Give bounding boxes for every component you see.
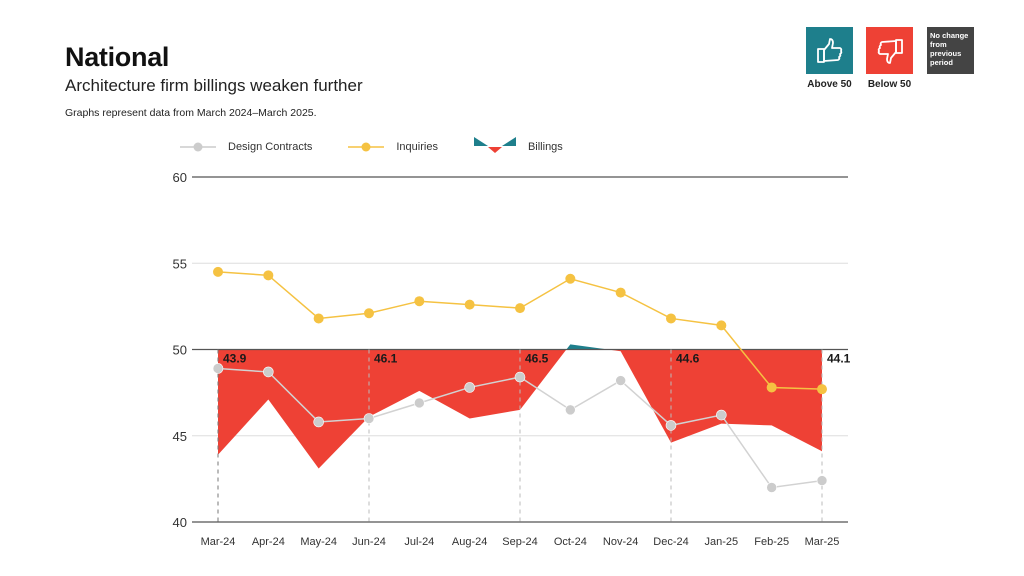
billings-value-label: 46.1 [374,352,398,366]
design-contracts-point [615,375,626,386]
inquiries-point [515,303,525,314]
key-below-50: Below 50 [866,27,913,90]
page-subtitle: Architecture firm billings weaken furthe… [65,76,363,95]
inquiries-point [263,270,274,281]
x-tick-label: Apr-24 [252,536,285,548]
x-tick-label: Aug-24 [452,536,487,548]
legend-design-contracts-label: Design Contracts [228,141,313,153]
legend-inquiries-label: Inquiries [396,141,438,153]
x-tick-label: Jan-25 [705,536,739,548]
no-change-box: No change from previous period [927,27,974,74]
inquiries-point [364,308,374,319]
page-title: National [65,42,170,72]
y-tick-label: 40 [173,515,187,530]
design-contracts-point [766,482,777,493]
y-tick-label: 55 [173,256,187,271]
x-tick-label: May-24 [300,536,337,548]
billings-value-label: 44.1 [827,352,851,366]
y-tick-label: 50 [173,343,187,358]
inquiries-point [716,320,727,331]
design-contracts-point [565,404,576,416]
legend-inquiries: Inquiries [348,141,438,153]
design-contracts-point [514,371,526,383]
inquiries-point [313,313,324,324]
chart-legend: Design Contracts Inquiries Billings [180,135,599,159]
inquiries-point [766,382,777,393]
key-above-50-label: Above 50 [807,79,852,90]
design-contracts-point [665,420,677,431]
data-range-note: Graphs represent data from March 2024–Ma… [65,107,317,119]
x-tick-label: Jul-24 [404,536,434,548]
inquiries-point [414,296,425,307]
thumbs-up-icon [806,27,853,74]
design-contracts-point [363,413,375,424]
inquiries-point [464,299,475,310]
x-tick-label: Sep-24 [502,536,537,548]
x-tick-label: Mar-24 [201,536,236,548]
billings-value-label: 46.5 [525,352,549,366]
design-contracts-point [263,366,274,378]
x-tick-label: Jun-24 [352,536,386,548]
key-no-change: No change from previous period [927,27,974,74]
legend-design-contracts: Design Contracts [180,141,312,153]
y-tick-label: 60 [173,170,187,185]
key-above-50: Above 50 [806,27,853,90]
key-below-50-label: Below 50 [867,79,912,90]
thumbs-down-icon [866,27,913,74]
inquiries-point [817,384,827,395]
legend-billings: Billings [473,135,563,159]
design-contracts-point [414,397,425,409]
legend-billings-label: Billings [527,141,563,153]
x-tick-label: Dec-24 [653,536,688,548]
billings-value-label: 43.9 [223,352,247,366]
design-contracts-point [313,416,324,428]
x-tick-label: Nov-24 [603,536,638,548]
legend-billings-marker [473,137,516,153]
design-contracts-point [716,409,727,421]
legend-inquiries-marker [348,142,385,152]
legend-design-contracts-marker [180,142,216,152]
inquiries-point [213,266,223,277]
design-contracts-point [464,382,475,393]
x-tick-label: Mar-25 [805,536,840,548]
billings-area-above [218,344,822,350]
y-tick-label: 45 [173,429,187,444]
x-tick-label: Feb-25 [754,536,789,548]
x-tick-label: Oct-24 [554,536,587,548]
design-contracts-point [816,475,828,486]
inquiries-point [615,287,626,298]
billings-value-label: 44.6 [676,352,700,366]
inquiries-point [565,273,576,284]
design-contracts-point [212,363,224,374]
inquiries-point [666,313,676,324]
